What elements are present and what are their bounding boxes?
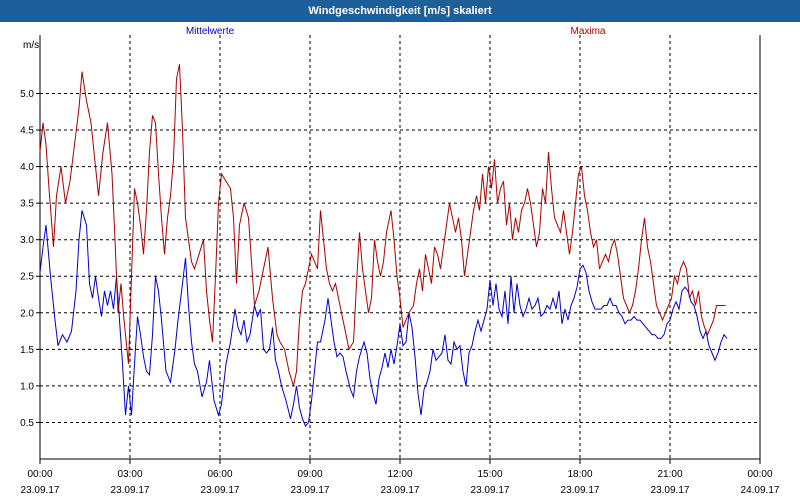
x-tick-date-label: 23.09.17 bbox=[381, 485, 420, 496]
x-tick-time-label: 00:00 bbox=[747, 469, 772, 480]
y-tick-label: 3.0 bbox=[20, 235, 34, 246]
legend-mittelwerte: Mittelwerte bbox=[186, 26, 235, 37]
series-line-maxima bbox=[39, 64, 726, 387]
x-tick-date-label: 23.09.17 bbox=[111, 485, 150, 496]
x-tick-time-label: 06:00 bbox=[207, 469, 232, 480]
chart-title: Windgeschwindigkeit [m/s] skaliert bbox=[308, 5, 492, 17]
y-tick-label: 2.0 bbox=[20, 308, 34, 319]
series-line-mittelwerte bbox=[39, 210, 728, 428]
y-tick-label: 5.0 bbox=[20, 89, 34, 100]
x-tick-date-label: 23.09.17 bbox=[651, 485, 690, 496]
y-tick-label: 0.5 bbox=[20, 418, 34, 429]
y-tick-label: 1.0 bbox=[20, 381, 34, 392]
y-tick-label: 3.5 bbox=[20, 199, 34, 210]
x-tick-date-label: 23.09.17 bbox=[561, 485, 600, 496]
x-tick-time-label: 21:00 bbox=[657, 469, 682, 480]
y-tick-label: 4.0 bbox=[20, 162, 34, 173]
x-tick-date-label: 23.09.17 bbox=[471, 485, 510, 496]
x-tick-time-label: 18:00 bbox=[567, 469, 592, 480]
x-tick-date-label: 23.09.17 bbox=[291, 485, 330, 496]
x-tick-date-label: 24.09.17 bbox=[741, 485, 780, 496]
x-tick-time-label: 03:00 bbox=[117, 469, 142, 480]
x-tick-date-label: 23.09.17 bbox=[21, 485, 60, 496]
window-title-bar: Windgeschwindigkeit [m/s] skaliert bbox=[0, 0, 800, 22]
y-tick-label: 1.5 bbox=[20, 345, 34, 356]
x-tick-time-label: 15:00 bbox=[477, 469, 502, 480]
legend-maxima: Maxima bbox=[570, 26, 605, 37]
x-tick-time-label: 00:00 bbox=[27, 469, 52, 480]
x-tick-date-label: 23.09.17 bbox=[201, 485, 240, 496]
y-tick-label: 4.5 bbox=[20, 126, 34, 137]
y-axis-unit-label: m/s bbox=[23, 40, 39, 51]
y-tick-label: 2.5 bbox=[20, 272, 34, 283]
x-tick-time-label: 09:00 bbox=[297, 469, 322, 480]
x-tick-time-label: 12:00 bbox=[387, 469, 412, 480]
